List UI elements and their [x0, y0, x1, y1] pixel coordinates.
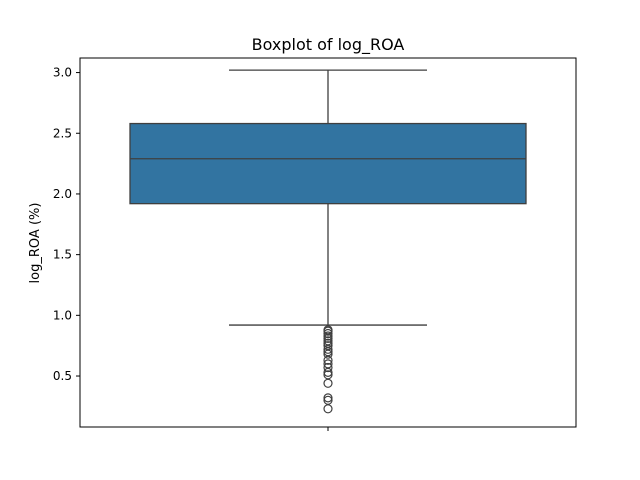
y-tick-label: 2.0 [53, 187, 72, 201]
y-tick-label: 1.0 [53, 308, 72, 322]
outlier-point [323, 393, 333, 403]
outlier-point [323, 349, 333, 359]
outlier-point [323, 328, 333, 339]
outlier-point [323, 344, 333, 354]
outlier-point [323, 404, 333, 414]
outlier-point [323, 331, 333, 341]
y-tick-label: 3.0 [53, 66, 72, 80]
chart-title: Boxplot of log_ROA [252, 35, 405, 55]
outlier-point [323, 355, 333, 365]
y-tick-label: 0.5 [53, 369, 72, 383]
plot-area: 0.5 1.0 1.5 2.0 2.5 3.0 [53, 57, 577, 431]
iqr-box [129, 122, 527, 205]
y-axis-label: log_ROA (%) [28, 203, 43, 284]
y-tick-label: 2.5 [53, 126, 72, 140]
outlier-point [323, 378, 333, 388]
y-tick-label: 1.5 [53, 248, 72, 262]
outlier-point [323, 333, 333, 343]
outlier-point [323, 326, 333, 336]
outlier-point [323, 362, 333, 373]
outlier-point [323, 367, 333, 377]
